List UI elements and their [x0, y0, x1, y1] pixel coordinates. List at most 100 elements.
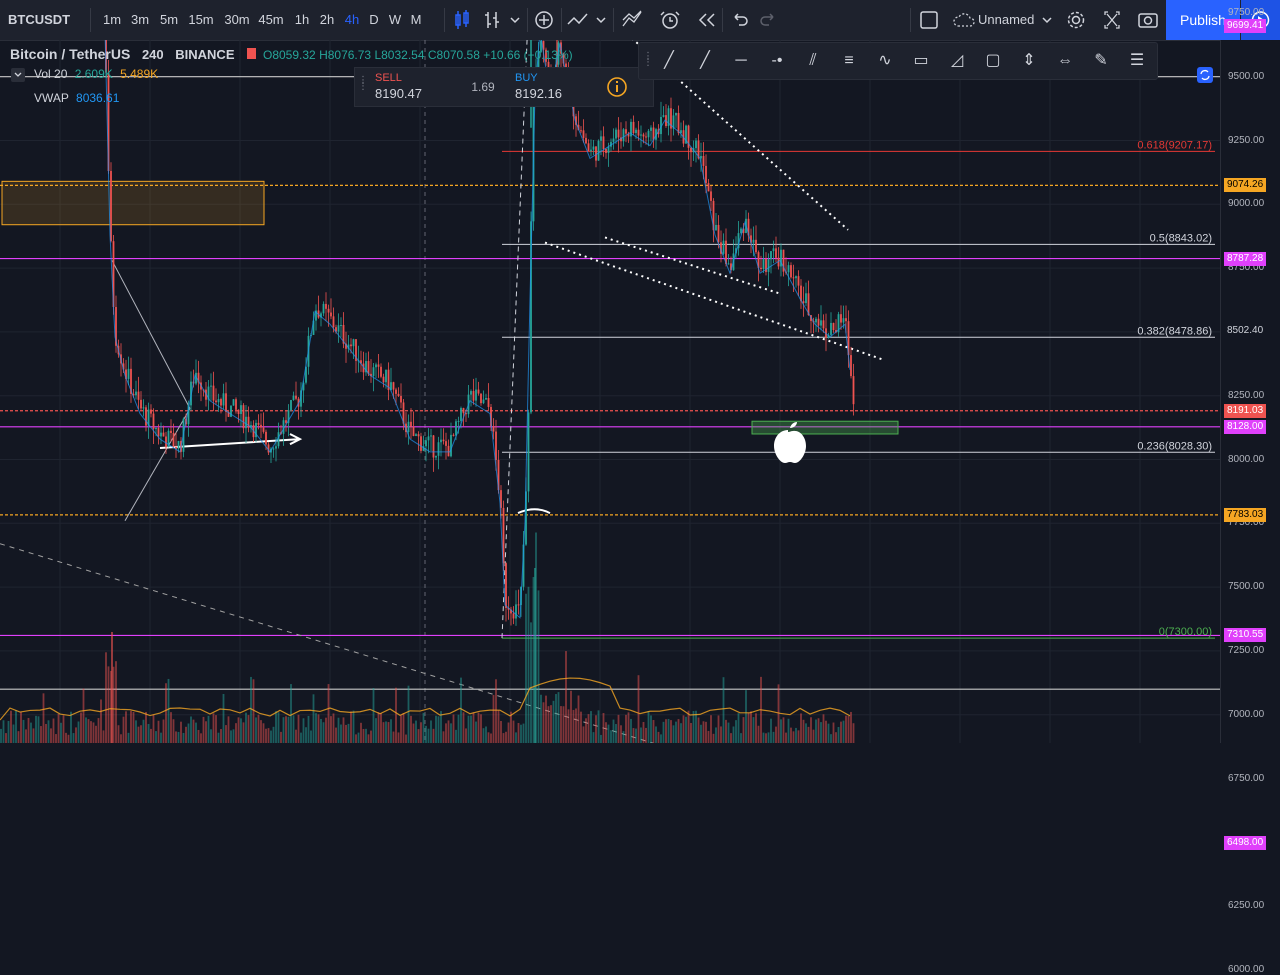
candle-body — [345, 343, 347, 349]
redo-icon[interactable] — [757, 0, 779, 40]
interval-D[interactable]: D — [369, 12, 379, 27]
price-axis[interactable]: 6000.006250.006500.006750.007000.007250.… — [1220, 7, 1280, 975]
bars-icon[interactable] — [482, 0, 502, 40]
candle-body — [215, 400, 217, 403]
path-icon[interactable]: ◿ — [950, 52, 964, 69]
indicators-icon[interactable] — [566, 0, 592, 40]
candle-body — [710, 191, 712, 201]
vwap-indicator[interactable]: VWAP 8036.61 — [34, 91, 119, 105]
volume-bar — [285, 716, 287, 743]
candle-body — [672, 115, 675, 129]
interval-W[interactable]: W — [388, 12, 402, 27]
volume-bar — [677, 719, 680, 743]
candle-body — [355, 339, 357, 361]
add-indicator-icon[interactable] — [533, 0, 555, 40]
interval-5m[interactable]: 5m — [159, 12, 179, 27]
horizontal-line-icon[interactable]: ─ — [735, 52, 747, 69]
chevron-down-icon[interactable] — [1040, 0, 1054, 40]
price-range-icon[interactable]: ⇕ — [1022, 52, 1036, 69]
candle-body — [427, 436, 430, 441]
volume-bar — [220, 729, 222, 743]
volume-bar — [87, 719, 90, 743]
candle-body — [415, 434, 417, 436]
date-range-icon[interactable]: ⇔ — [1057, 52, 1073, 69]
undo-icon[interactable] — [729, 0, 751, 40]
legend-flag-icon[interactable] — [247, 48, 256, 59]
templates-icon[interactable] — [620, 0, 646, 40]
volume-bar — [142, 719, 145, 743]
drag-handle-icon[interactable]: ⋮ ⋮ — [358, 75, 368, 92]
volume-bar — [487, 732, 490, 743]
alert-icon[interactable] — [657, 0, 683, 40]
volume-bar — [690, 722, 692, 743]
sell-button[interactable]: SELL 8190.47 — [367, 68, 459, 106]
volume-bar — [605, 722, 607, 743]
interval-1m[interactable]: 1m — [102, 12, 122, 27]
more-tools-icon[interactable]: ☰ — [1129, 52, 1145, 69]
interval-1h[interactable]: 1h — [294, 12, 310, 27]
symbol-search-button[interactable]: BTCUSDT — [8, 12, 71, 27]
interval-4h[interactable]: 4h — [344, 12, 360, 27]
interval-15m[interactable]: 15m — [188, 12, 214, 27]
volume-bar — [712, 733, 715, 743]
interval-M[interactable]: M — [410, 12, 422, 27]
volume-bar — [445, 723, 447, 743]
candle-body — [450, 434, 452, 457]
info-icon[interactable] — [605, 75, 629, 99]
volume-indicator[interactable]: Vol 20 2.609K 5.489K — [34, 67, 158, 81]
candle-body — [490, 406, 492, 427]
volume-bar — [237, 717, 240, 743]
rectangle-icon[interactable]: ▭ — [913, 52, 929, 69]
collapse-legend-button[interactable] — [11, 68, 25, 82]
volume-bar — [425, 725, 427, 743]
gear-icon[interactable] — [1064, 0, 1088, 40]
camera-icon[interactable] — [1136, 0, 1160, 40]
volume-bar — [7, 720, 10, 743]
ray-icon[interactable]: ╱ — [700, 52, 710, 69]
replay-icon[interactable] — [694, 0, 720, 40]
volume-bar — [240, 718, 242, 743]
horizontal-ray-icon[interactable]: -• — [771, 52, 783, 69]
drag-handle-icon[interactable]: ⋮ ⋮ — [643, 51, 653, 68]
cloud-icon[interactable] — [952, 0, 976, 40]
volume-bar — [720, 726, 722, 743]
price-label: 9074.26 — [1224, 178, 1267, 193]
volume-bar — [682, 715, 685, 743]
layout-icon[interactable] — [918, 0, 940, 40]
interval-45m[interactable]: 45m — [258, 12, 284, 27]
volume-bar — [567, 709, 570, 743]
candle-body — [562, 53, 565, 64]
brush-icon[interactable]: ∿ — [878, 52, 892, 69]
trend-line-icon[interactable]: ╱ — [664, 52, 674, 69]
parallel-channel-icon[interactable]: ⫽ — [809, 52, 817, 69]
volume-bar — [127, 732, 130, 743]
buy-button[interactable]: BUY 8192.16 — [507, 68, 599, 106]
volume-bar — [455, 729, 457, 743]
layout-name[interactable]: Unnamed — [978, 12, 1035, 27]
interval-2h[interactable]: 2h — [319, 12, 335, 27]
callout-icon[interactable]: ▢ — [985, 52, 1001, 69]
sync-icon[interactable] — [1197, 67, 1213, 83]
chevron-down-icon[interactable] — [594, 0, 608, 40]
interval-3m[interactable]: 3m — [130, 12, 150, 27]
chevron-down-icon[interactable] — [508, 0, 522, 40]
price-tick: 9500.00 — [1228, 70, 1265, 82]
interval-30m[interactable]: 30m — [224, 12, 250, 27]
volume-bar — [600, 734, 602, 743]
volume-bar — [725, 719, 727, 743]
candle-body — [315, 310, 317, 321]
divider — [613, 8, 614, 32]
fullscreen-icon[interactable] — [1100, 0, 1124, 40]
candles-icon[interactable] — [452, 0, 472, 40]
fib-retracement-icon[interactable]: ≡ — [844, 52, 854, 69]
volume-bar — [545, 695, 547, 743]
volume-bar — [315, 713, 317, 743]
price-tick: 6000.00 — [1228, 963, 1265, 975]
volume-bar — [750, 711, 752, 743]
buy-price: 8192.16 — [515, 86, 562, 101]
price-chart[interactable]: 1(10386.03)0.786(9725.62)0.618(9207.17)0… — [0, 40, 1220, 743]
candle-body — [545, 49, 547, 62]
candle-body — [367, 361, 370, 374]
pen-icon[interactable]: ✎ — [1094, 52, 1108, 69]
volume-bar — [460, 677, 462, 743]
